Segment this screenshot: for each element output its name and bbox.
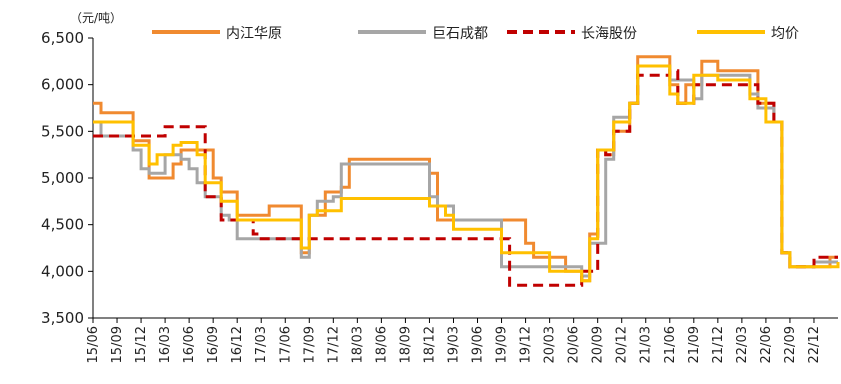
x-axis: 15/06 15/09 15/12 16/03 16/06 16/09 16/12 17/03…: [86, 317, 838, 363]
x-tick-label: 18/06: [374, 326, 389, 363]
x-tick-label: 18/09: [398, 326, 413, 363]
x-tick-label: 16/03: [158, 326, 173, 363]
legend-label: 长海股份: [581, 26, 637, 42]
x-tick-label: 15/09: [110, 326, 125, 363]
legend-label: 内江华原: [226, 26, 282, 42]
x-tick-label: 20/09: [591, 326, 606, 363]
x-tick-label: 17/03: [254, 326, 269, 363]
y-tick-label: 6,500: [41, 29, 84, 47]
legend-label: 均价: [771, 26, 799, 42]
x-tick-label: 22/09: [783, 326, 798, 363]
series-line-4: [93, 64, 840, 283]
unit-label: （元/吨）: [70, 11, 122, 25]
x-tick-label: 16/06: [182, 326, 197, 363]
x-tick-label: 15/12: [134, 326, 149, 363]
y-tick-label: 4,000: [41, 262, 84, 280]
x-tick-label: 19/03: [446, 326, 461, 363]
series-group: [93, 55, 840, 287]
x-tick-label: 16/09: [206, 326, 221, 363]
x-tick-label: 22/12: [807, 326, 822, 363]
x-tick-label: 16/12: [230, 326, 245, 363]
x-tick-label: 20/12: [615, 326, 630, 363]
x-tick-label: 18/12: [422, 326, 437, 363]
x-tick-label: 19/12: [519, 326, 534, 363]
series-line-1: [93, 55, 838, 283]
legend-label: 巨石成都: [432, 26, 488, 42]
y-tick-label: 4,500: [41, 216, 84, 234]
x-tick-label: 19/06: [471, 326, 486, 363]
x-tick-label: 15/06: [86, 326, 101, 363]
x-tick-label: 21/12: [711, 326, 726, 363]
y-tick-label: 5,500: [41, 122, 84, 140]
x-tick-label: 17/09: [302, 326, 317, 363]
y-tick-label: 5,000: [41, 169, 84, 187]
x-tick-label: 22/03: [735, 326, 750, 363]
x-tick-label: 17/06: [278, 326, 293, 363]
x-tick-label: 18/03: [350, 326, 365, 363]
legend: 内江华原 巨石成都 长海股份 均价: [152, 26, 799, 42]
y-tick-label: 6,000: [41, 76, 84, 94]
series-line-2: [93, 64, 838, 278]
x-tick-label: 20/03: [543, 326, 558, 363]
x-tick-label: 21/09: [687, 326, 702, 363]
x-tick-label: 20/06: [567, 326, 582, 363]
x-tick-label: 21/03: [639, 326, 654, 363]
x-tick-label: 22/06: [759, 326, 774, 363]
y-tick-label: 3,500: [41, 309, 84, 327]
x-tick-label: 19/09: [495, 326, 510, 363]
x-tick-label: 21/06: [663, 326, 678, 363]
y-axis: 3,500 4,000 4,500 5,000 5,500 6,000 6,500: [41, 29, 94, 327]
x-tick-label: 17/12: [326, 326, 341, 363]
